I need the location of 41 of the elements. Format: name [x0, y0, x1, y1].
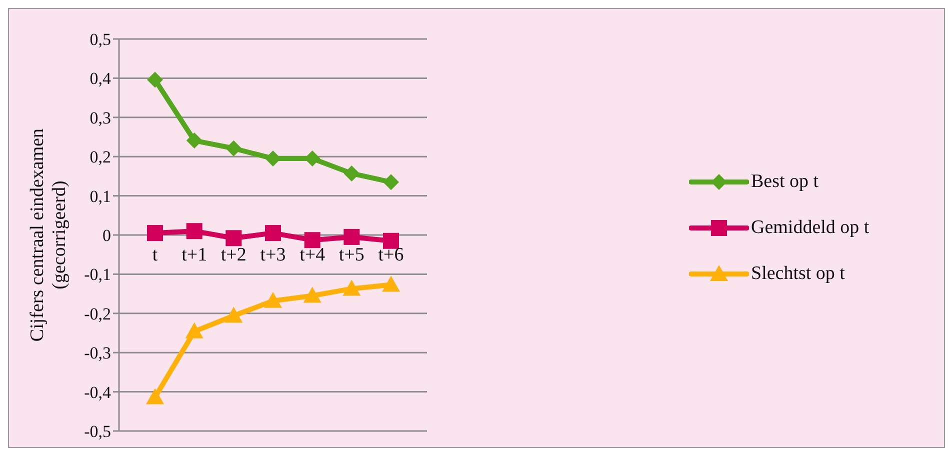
point [382, 276, 400, 292]
point [224, 306, 243, 323]
point [226, 230, 242, 246]
point [186, 132, 202, 149]
legend-label: Slechtst op t [751, 262, 845, 286]
y-axis-title: Cijfers centraal eindexamen (gecorrigeerd) [27, 128, 70, 342]
x-tick-label: t+4 [300, 244, 326, 266]
point [265, 225, 281, 242]
point [226, 140, 242, 156]
x-tick-label: t+2 [220, 244, 246, 266]
x-tick-label: t [152, 244, 158, 266]
x-tick-label: t+6 [378, 244, 404, 266]
point [303, 286, 322, 303]
y-tick-label: 0,4 [90, 69, 112, 88]
point [147, 72, 163, 88]
x-tick-label: t+3 [260, 244, 286, 266]
point [147, 225, 163, 242]
y-tick-label: 0 [102, 226, 111, 246]
point [304, 232, 320, 248]
y-tick-label: 0,1 [90, 186, 111, 206]
y-tick-label: 0,5 [90, 30, 111, 50]
y-tick-label: -0,3 [84, 344, 111, 363]
x-tick-label: t+5 [338, 244, 364, 266]
y-tick-label: 0,2 [90, 148, 111, 167]
x-tick-label: t+1 [182, 244, 208, 266]
y-tick-label: -0,4 [84, 382, 112, 402]
y-tick-label: -0,1 [84, 265, 111, 284]
point [344, 228, 360, 245]
point [342, 280, 361, 296]
y-tick-label: 0,3 [90, 108, 111, 128]
y-tick-label: -0,5 [84, 422, 111, 442]
point [185, 322, 204, 338]
legend-label: Gemiddeld op t [751, 216, 870, 240]
point [264, 292, 282, 308]
point [383, 232, 399, 249]
y-tick-label: -0,2 [84, 304, 111, 324]
point [344, 165, 360, 182]
point [383, 174, 399, 190]
point [146, 388, 164, 404]
legend-label: Best op t [751, 170, 819, 194]
point [186, 223, 202, 240]
